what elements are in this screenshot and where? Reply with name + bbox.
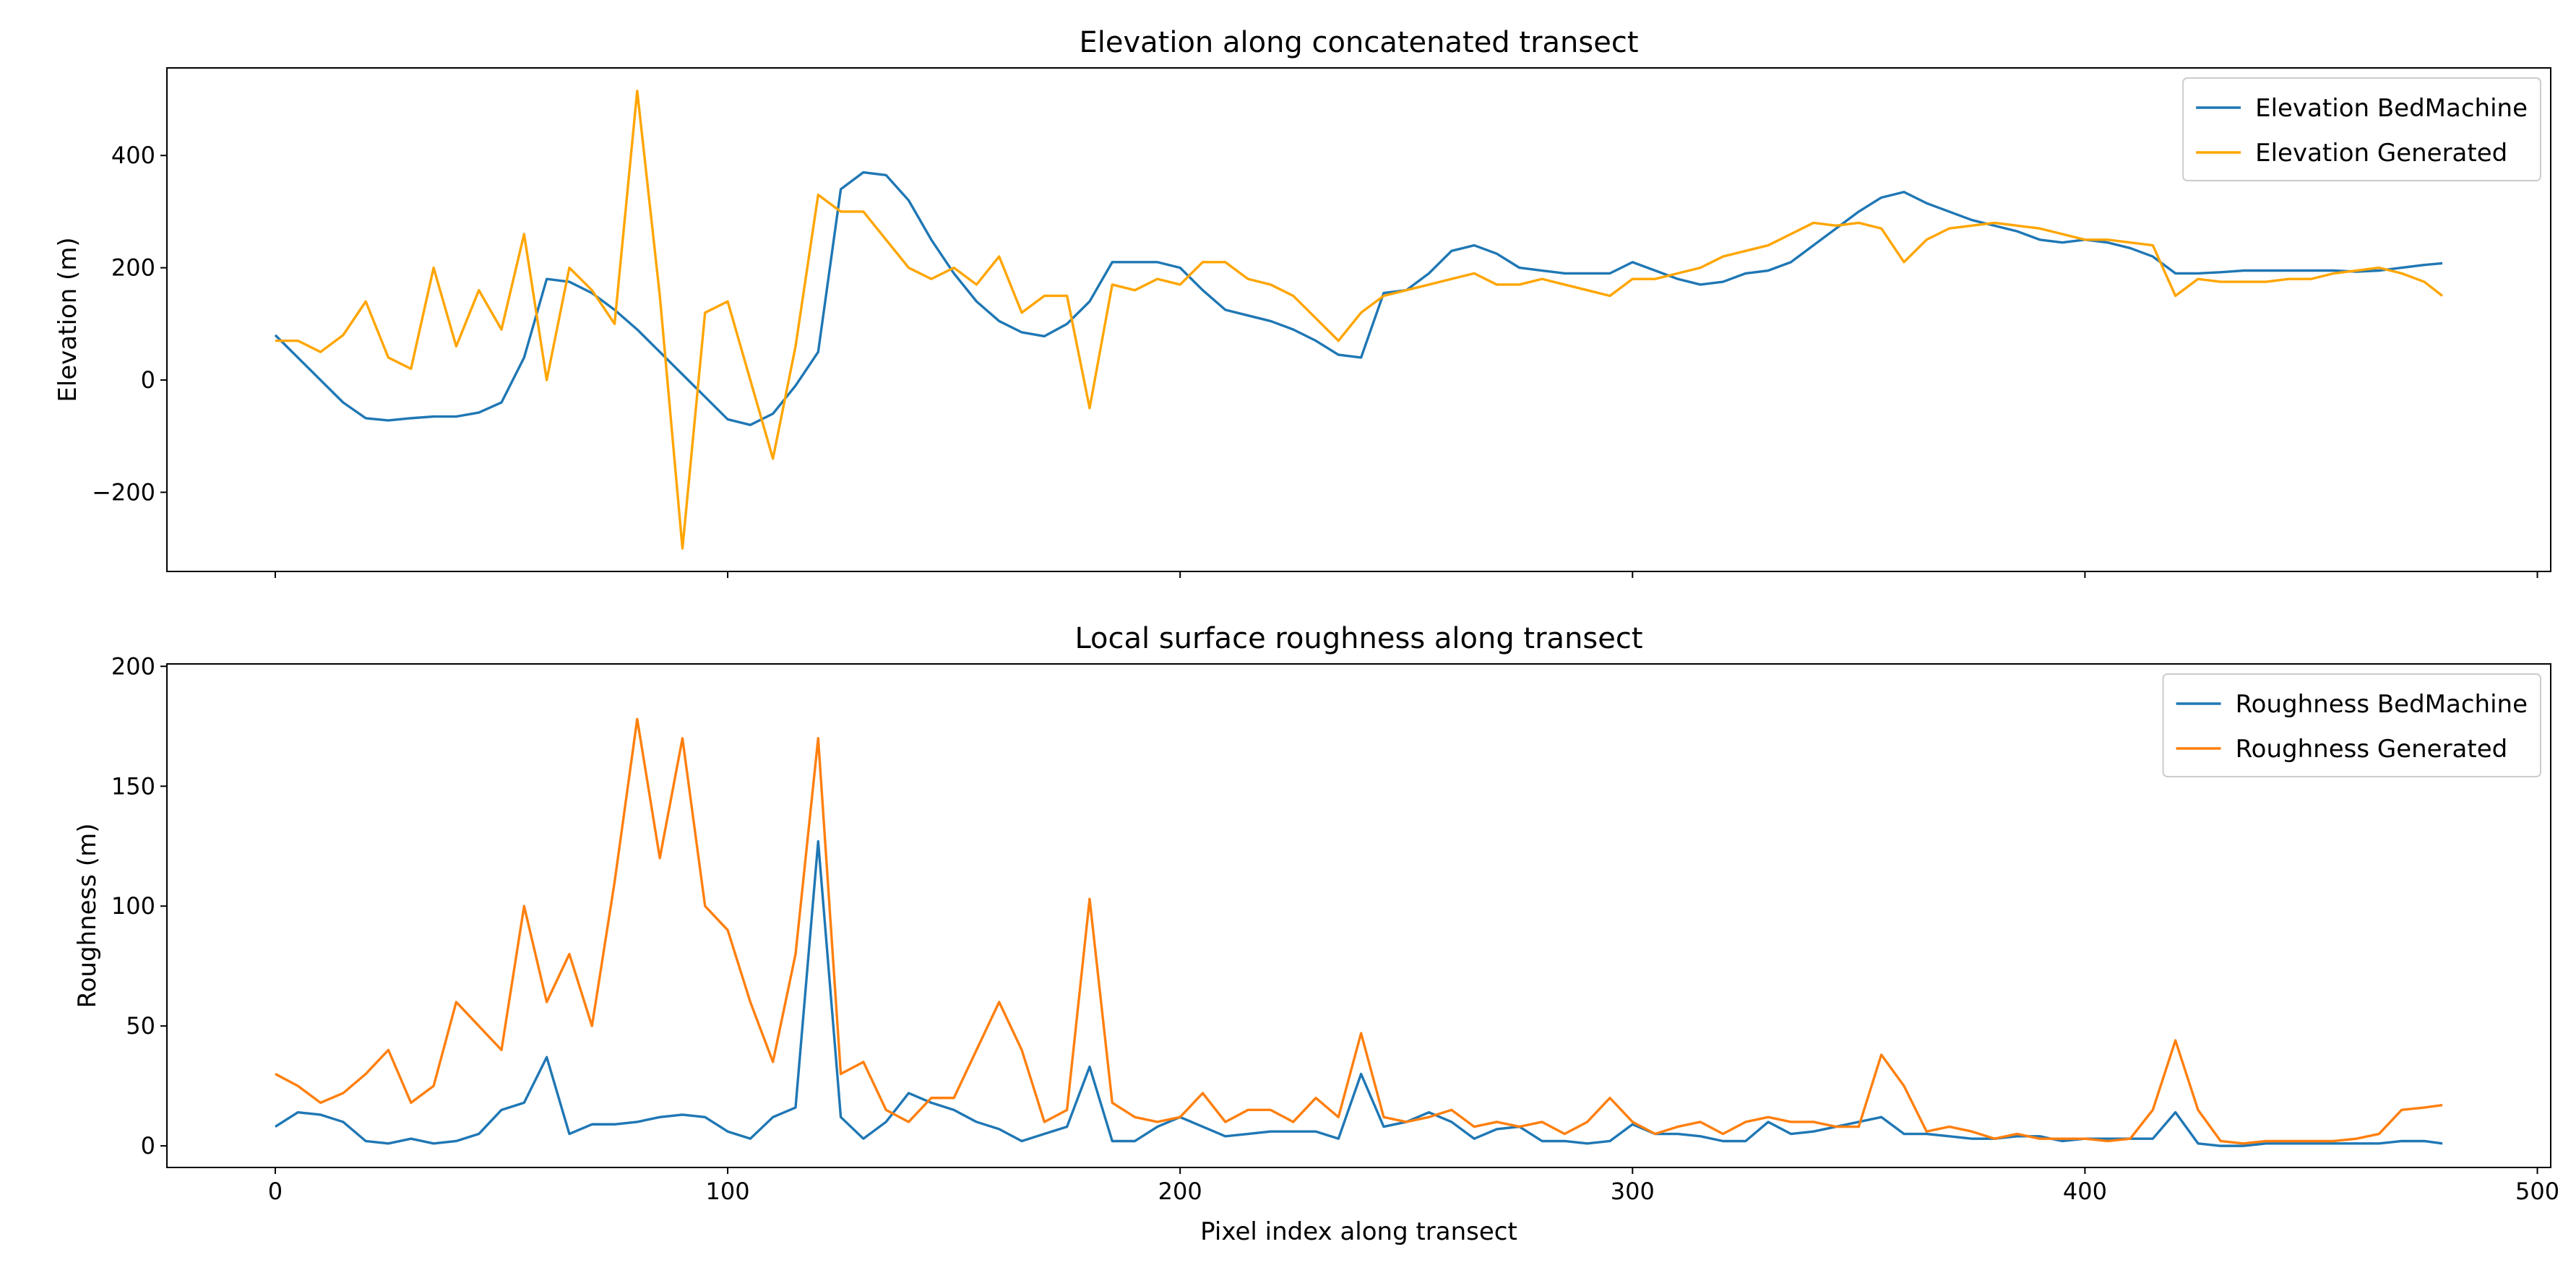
x-tick-label: 100	[706, 1178, 750, 1205]
y-axis-label: Elevation (m)	[53, 237, 82, 402]
series-line	[275, 90, 2444, 550]
x-axis-label: Pixel index along transect	[1200, 1217, 1517, 1246]
y-tick-label: 100	[111, 892, 155, 920]
y-axis-label: Roughness (m)	[73, 824, 102, 1009]
legend-label: Elevation Generated	[2255, 139, 2507, 168]
legend-frame	[2182, 77, 2541, 181]
series-line	[275, 717, 2443, 1145]
legend-label: Elevation BedMachine	[2255, 94, 2528, 123]
y-tick-label: 200	[111, 254, 155, 282]
x-tick-label: 300	[1611, 1178, 1655, 1205]
legend-label: Roughness BedMachine	[2236, 690, 2528, 719]
y-tick-label: 150	[111, 772, 155, 800]
legend-label: Roughness Generated	[2236, 735, 2508, 764]
x-tick-label: 400	[2063, 1178, 2107, 1205]
y-tick-label: 0	[141, 1132, 155, 1160]
y-tick-label: 400	[111, 142, 155, 169]
legend: Elevation BedMachine Elevation Generated	[2182, 77, 2541, 181]
y-tick-label: 50	[126, 1012, 155, 1040]
axes-frame	[166, 663, 2551, 1168]
legend-frame	[2162, 673, 2541, 777]
y-tick-label: 200	[111, 652, 155, 680]
y-tick-label: 0	[141, 366, 155, 394]
y-tick-label: −200	[92, 478, 155, 506]
legend: Roughness BedMachine Roughness Generated	[2162, 673, 2541, 777]
chart-title: Local surface roughness along transect	[1074, 622, 1642, 655]
axes-frame	[166, 67, 2551, 572]
x-tick-label: 200	[1158, 1178, 1202, 1205]
x-tick-label: 500	[2515, 1178, 2559, 1205]
x-tick-label: 0	[268, 1178, 283, 1205]
chart-title: Elevation along concatenated transect	[1079, 26, 1638, 59]
